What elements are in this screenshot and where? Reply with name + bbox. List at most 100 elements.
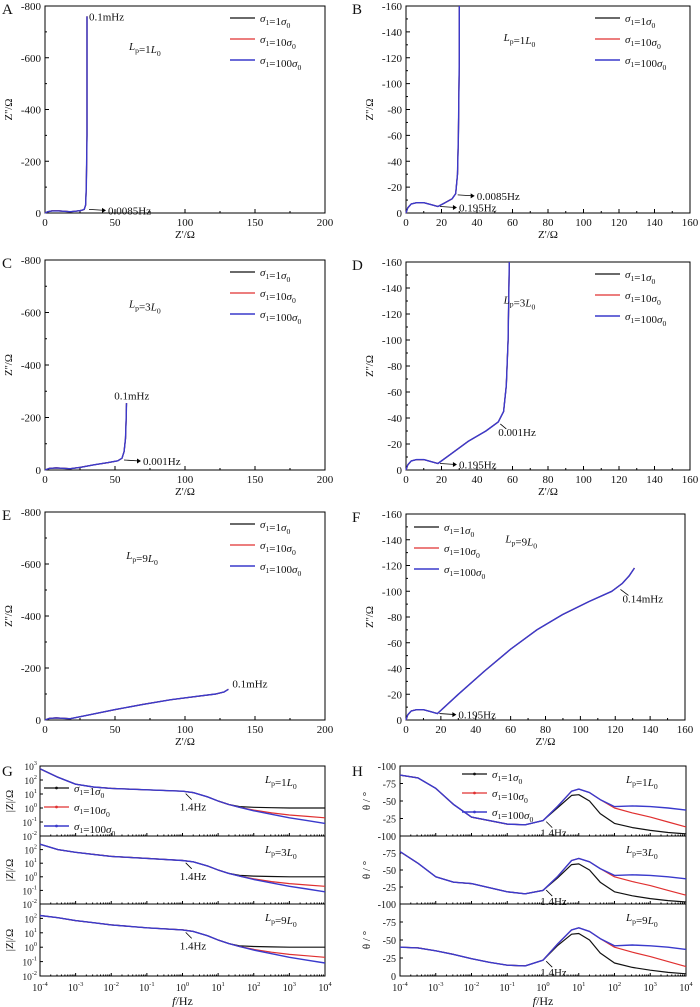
series-line-3 <box>405 6 460 214</box>
exponent: -2 <box>32 899 37 905</box>
x-tick-label: 20 <box>436 217 448 229</box>
sigma-symbol: σ <box>444 564 450 576</box>
legend-label: σ1=1σ0 <box>444 522 474 539</box>
base: 10 <box>644 983 654 994</box>
subscript: p <box>271 849 275 858</box>
x-tick-label: 0 <box>42 474 48 486</box>
subscript: 1 <box>79 788 83 797</box>
series-line-1 <box>405 567 635 721</box>
annotation-arrow <box>545 821 553 828</box>
unit: /Hz <box>536 994 553 1007</box>
frequency-annotation: 0.195Hz <box>459 203 497 215</box>
frequency-annotation: 0.1mHz <box>89 11 124 23</box>
x-axis-label: f/Hz <box>533 994 554 1007</box>
L-symbol: L <box>286 777 293 789</box>
legend-label: σ1=1σ0 <box>260 267 290 284</box>
x-tick-label: 100 <box>536 981 549 994</box>
sigma-symbol: σ <box>519 791 525 803</box>
series-line-3 <box>399 851 687 895</box>
y-tick-label: -40 <box>387 413 402 425</box>
subscript: 1 <box>630 39 634 48</box>
condition-label: Lp=1L0 <box>625 774 658 791</box>
exponent: 1 <box>34 858 37 864</box>
annotation-arrow <box>545 960 553 968</box>
subscript: 1 <box>79 826 83 835</box>
subscript: 1 <box>449 548 453 557</box>
text-part: =10 <box>269 291 287 303</box>
base: 10 <box>22 833 32 843</box>
exponent: 2 <box>34 845 37 851</box>
y-tick-label: 100 <box>24 803 37 815</box>
L-symbol: L <box>625 844 632 856</box>
x-tick-label: 10-1 <box>139 981 154 994</box>
series-line-1 <box>405 6 460 214</box>
condition-label: Lp=9L0 <box>125 550 158 567</box>
L-symbol: L <box>264 774 271 786</box>
text-part: =10 <box>501 791 519 803</box>
series-line-3 <box>44 688 229 721</box>
sigma-symbol: σ <box>625 13 631 25</box>
y-tick-label: 0 <box>397 715 403 727</box>
exponent: -2 <box>114 981 119 988</box>
text-part: =10 <box>269 37 287 49</box>
legend-label: σ1=1σ0 <box>74 783 104 800</box>
legend-label: σ1=100σ0 <box>492 807 533 824</box>
panel-D: D0 20 40 60 80 100 120 140 1600-20-40-60-80-100-… <box>352 257 699 498</box>
y-tick-label: -80 <box>387 612 402 624</box>
series-line-3 <box>39 914 326 964</box>
subscript: 1 <box>497 774 501 783</box>
subscript: 1 <box>265 524 269 533</box>
exponent: 2 <box>34 775 37 781</box>
text-part: =10 <box>83 805 101 817</box>
y-tick-label: 103 <box>24 761 37 773</box>
subscript: 1 <box>630 18 634 27</box>
x-tick-label: 104 <box>318 981 332 994</box>
exponent: -3 <box>438 981 443 988</box>
L-symbol: L <box>150 44 157 56</box>
frequency-annotation: 0.1mHz <box>232 678 267 690</box>
frequency-annotation: 0.001Hz <box>143 456 181 468</box>
base: 10 <box>22 959 32 969</box>
series-line-1 <box>405 261 510 471</box>
x-tick-label: 20 <box>436 474 448 486</box>
x-tick-label: 150 <box>247 724 264 736</box>
base: 10 <box>22 887 32 897</box>
x-tick-label: 0 <box>403 474 409 486</box>
condition-label: Lp=1L0 <box>503 32 536 49</box>
subscript: 0 <box>297 569 301 578</box>
y-axis-label: θ / ° <box>361 861 373 879</box>
y-tick-label: 102 <box>24 913 37 925</box>
frequency-annotation: 1.4Hz <box>180 802 207 814</box>
legend-label: σ1=100σ0 <box>260 561 301 578</box>
series-line-1 <box>44 403 128 471</box>
legend-label: σ1=10σ0 <box>492 788 528 805</box>
legend-label: σ1=1σ0 <box>260 519 290 536</box>
subscript: 0 <box>286 275 290 284</box>
y-tick-label: 0 <box>36 465 42 477</box>
subscript: 0 <box>292 42 296 51</box>
y-tick-label: -60 <box>387 130 402 142</box>
text-part: =100 <box>501 810 524 822</box>
text-part: =3 <box>636 847 648 859</box>
x-tick-label: 100 <box>176 981 189 994</box>
subscript: 0 <box>533 541 537 550</box>
base: 10 <box>24 944 34 954</box>
exponent: -1 <box>149 981 154 988</box>
y-tick-label: -80 <box>387 361 402 373</box>
subscript: 1 <box>630 60 634 69</box>
text-part: =1 <box>501 772 513 784</box>
frequency-annotation: 0.001Hz <box>498 427 536 439</box>
sigma-symbol: σ <box>74 802 80 814</box>
sigma-symbol: σ <box>74 783 80 795</box>
subscript: 1 <box>265 18 269 27</box>
exponent: -3 <box>78 981 83 988</box>
unit: /Hz <box>176 994 193 1007</box>
base: 10 <box>572 983 582 994</box>
y-tick-label: 100 <box>24 942 37 954</box>
y-tick-label: -140 <box>382 283 403 295</box>
y-tick-label: 10-2 <box>22 971 37 983</box>
panel-C: C0 50 100 150 2000-200-400-600-800Z'/ΩZ''/Ω0… <box>2 255 334 498</box>
